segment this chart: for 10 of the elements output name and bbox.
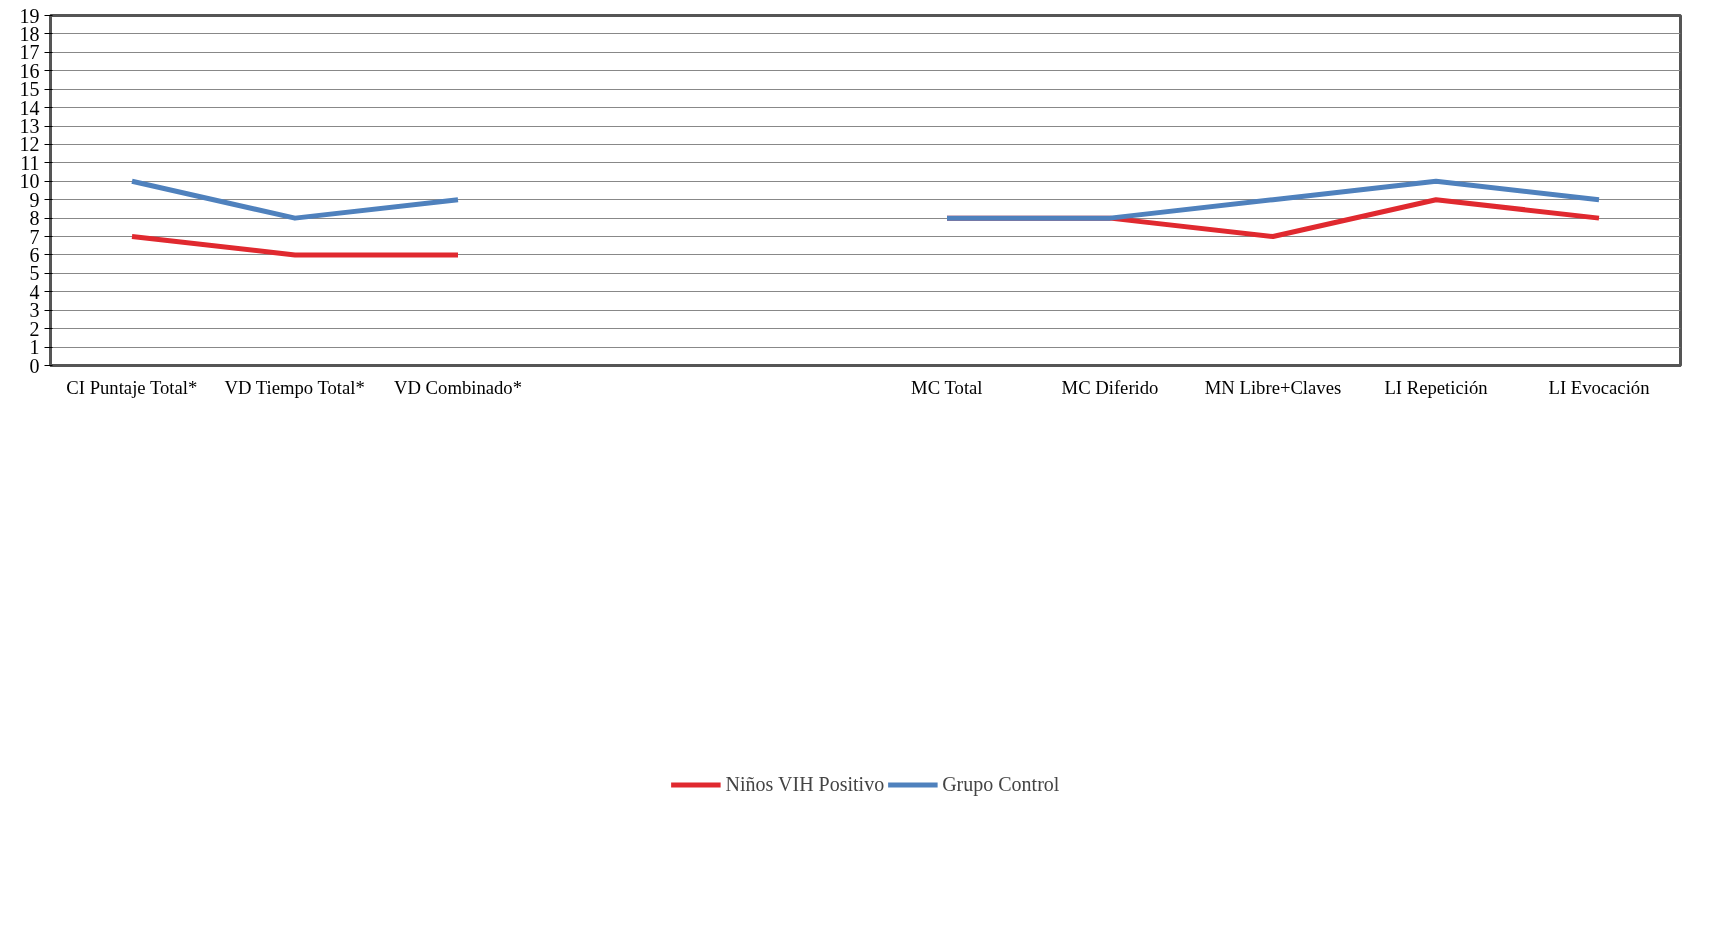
x-tick-label: VD Tiempo Total* [224, 376, 365, 398]
x-tick-label: LI Evocación [1548, 376, 1651, 398]
legend-label: Grupo Control [942, 772, 1060, 796]
legend-label: Niños VIH Positivo [725, 772, 885, 796]
x-tick-label: MC Diferido [1061, 376, 1159, 398]
x-tick-label: MN Libre+Claves [1204, 376, 1342, 398]
x-tick-label: CI Puntaje Total* [66, 376, 198, 398]
x-tick-label: MC Total [911, 376, 983, 398]
x-tick-label: VD Combinado* [394, 376, 522, 398]
x-tick-label: LI Repetición [1384, 376, 1489, 398]
